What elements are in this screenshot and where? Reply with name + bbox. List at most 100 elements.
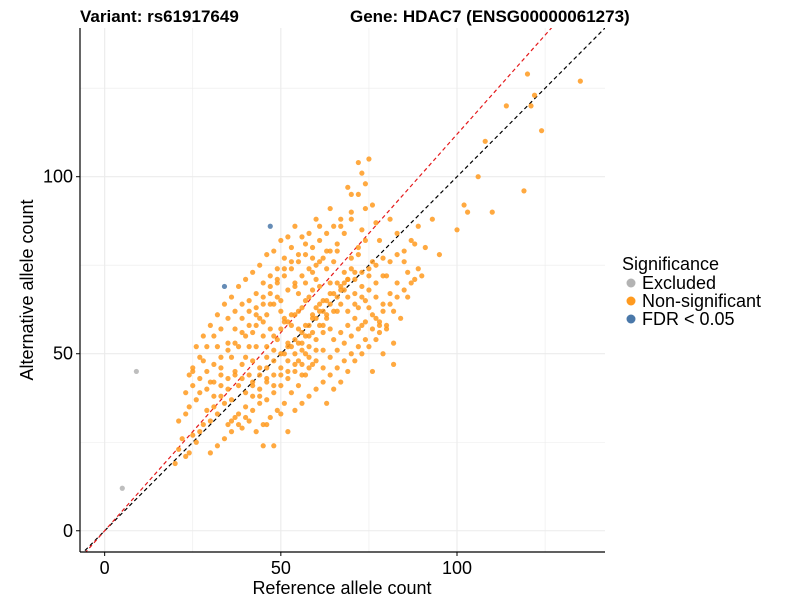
point-non-significant-260: [253, 322, 259, 329]
point-non-significant-280: [334, 280, 340, 286]
point-non-significant-169: [278, 237, 284, 244]
point-non-significant-55: [267, 326, 273, 332]
point-non-significant-255: [313, 315, 319, 321]
y-axis-label: Alternative allele count: [17, 199, 37, 380]
point-non-significant-294: [186, 404, 192, 410]
point-non-significant-17: [412, 241, 418, 247]
point-non-significant-216: [348, 351, 354, 357]
point-non-significant-284: [362, 237, 369, 244]
point-non-significant-123: [348, 266, 354, 272]
point-non-significant-177: [250, 269, 256, 275]
point-non-significant-265: [288, 322, 295, 329]
point-non-significant-232: [320, 347, 326, 353]
point-non-significant-175: [257, 262, 263, 268]
point-non-significant-343: [299, 347, 305, 353]
point-non-significant-163: [299, 234, 305, 240]
point-non-significant-366: [338, 283, 344, 290]
point-non-significant-212: [320, 379, 326, 385]
point-non-significant-391: [292, 361, 298, 367]
point-non-significant-313: [292, 368, 298, 375]
point-non-significant-301: [359, 322, 365, 329]
point-non-significant-230: [380, 351, 386, 357]
point-non-significant-228: [383, 322, 390, 329]
point-non-significant-287: [232, 368, 238, 375]
point-non-significant-240: [260, 421, 266, 428]
point-non-significant-383: [183, 390, 189, 396]
point-non-significant-157: [324, 266, 330, 272]
point-non-significant-402: [369, 326, 376, 332]
point-non-significant-209: [299, 400, 305, 406]
point-non-significant-99: [264, 312, 270, 318]
point-non-significant-323: [221, 436, 228, 442]
point-non-significant-57: [260, 333, 266, 339]
point-non-significant-31: [362, 205, 369, 212]
point-non-significant-253: [299, 329, 305, 336]
point-non-significant-304: [380, 308, 386, 314]
point-non-significant-318: [257, 393, 263, 399]
point-non-significant-139: [419, 273, 425, 279]
y-tick-label-0: 0: [63, 521, 73, 541]
point-non-significant-272: [278, 326, 284, 332]
point-non-significant-364: [324, 298, 330, 304]
point-non-significant-273: [285, 319, 291, 325]
point-non-significant-354: [338, 301, 344, 307]
chart-title-gene: Gene: HDAC7 (ENSG00000061273): [350, 7, 630, 26]
point-non-significant-247: [257, 372, 263, 378]
point-non-significant-262: [267, 301, 273, 307]
point-non-significant-156: [327, 205, 333, 212]
point-non-significant-311: [306, 354, 312, 360]
point-non-significant-385: [250, 382, 256, 389]
point-non-significant-303: [373, 315, 379, 321]
point-non-significant-316: [271, 390, 277, 396]
point-non-significant-71: [211, 404, 217, 410]
point-non-significant-134: [387, 290, 393, 297]
point-non-significant-331: [281, 266, 287, 272]
reference-lines: [82, 28, 605, 552]
point-non-significant-189: [207, 322, 213, 329]
point-non-significant-288: [225, 375, 231, 382]
point-non-significant-188: [211, 333, 217, 339]
legend-label-fdr-0-05: FDR < 0.05: [642, 309, 735, 329]
point-non-significant-348: [295, 358, 302, 364]
point-non-significant-374: [394, 251, 400, 258]
point-non-significant-342: [292, 351, 298, 357]
point-non-significant-399: [348, 333, 354, 339]
point-non-significant-113: [313, 262, 319, 268]
point-non-significant-299: [345, 322, 351, 329]
point-non-significant-178: [246, 298, 252, 304]
point-non-significant-69: [218, 393, 224, 399]
point-non-significant-292: [197, 390, 203, 396]
point-non-significant-171: [271, 248, 277, 254]
axes: [79, 28, 605, 553]
point-non-significant-73: [204, 407, 210, 413]
point-non-significant-8: [521, 188, 527, 194]
data-points: [119, 71, 583, 491]
point-non-significant-82: [172, 460, 178, 467]
point-non-significant-390: [285, 368, 291, 375]
point-non-significant-110: [302, 251, 309, 258]
point-non-significant-381: [197, 375, 203, 382]
point-non-significant-127: [362, 298, 369, 304]
point-non-significant-12: [454, 227, 460, 233]
point-non-significant-231: [369, 368, 376, 375]
point-non-significant-359: [288, 344, 295, 350]
point-non-significant-62: [243, 354, 249, 360]
point-non-significant-248: [264, 365, 270, 371]
point-non-significant-367: [345, 276, 351, 282]
point-non-significant-104: [281, 273, 287, 279]
point-non-significant-124: [352, 290, 358, 297]
point-non-significant-136: [398, 315, 404, 321]
point-non-significant-70: [214, 411, 221, 417]
point-excluded-0: [119, 485, 125, 491]
point-non-significant-241: [257, 400, 263, 406]
point-non-significant-238: [274, 407, 280, 413]
point-non-significant-393: [306, 365, 312, 371]
point-non-significant-15: [422, 244, 428, 251]
point-non-significant-396: [327, 354, 333, 360]
point-non-significant-268: [309, 287, 316, 293]
point-non-significant-27: [355, 251, 361, 258]
point-non-significant-225: [366, 344, 372, 350]
point-non-significant-286: [239, 361, 245, 367]
point-non-significant-159: [313, 216, 319, 222]
